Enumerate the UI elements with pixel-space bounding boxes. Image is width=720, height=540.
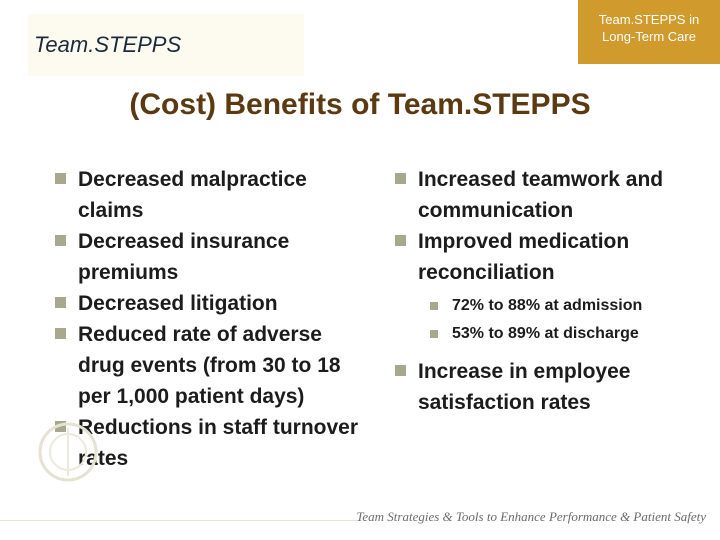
sub-bullet-text: 72% to 88% at admission (452, 297, 643, 314)
corner-badge-text: Team.STEPPS in Long-Term Care (578, 11, 720, 45)
logo-panel (28, 14, 304, 76)
bullet-item: Improved medication reconciliation 72% t… (392, 226, 692, 348)
right-bullet-list: Increased teamwork and communication Imp… (392, 164, 692, 418)
bullet-item: Reduced rate of adverse drug events (fro… (52, 319, 362, 412)
bullet-text: Decreased litigation (78, 292, 278, 315)
square-bullet-icon (395, 235, 406, 246)
square-bullet-icon (55, 297, 66, 308)
bullet-item: Decreased insurance premiums (52, 226, 362, 288)
small-square-bullet-icon (430, 302, 438, 310)
square-bullet-icon (55, 173, 66, 184)
footer-tagline: Team Strategies & Tools to Enhance Perfo… (356, 509, 706, 524)
square-bullet-icon (395, 365, 406, 376)
logo-text: Team.STEPPS (34, 32, 182, 57)
corner-line-2: Long-Term Care (602, 29, 696, 44)
square-bullet-icon (55, 235, 66, 246)
bullet-text: Reductions in staff turnover rates (78, 416, 359, 470)
bullet-item: Reductions in staff turnover rates (52, 412, 362, 474)
sub-bullet-item: 53% to 89% at discharge (426, 320, 692, 348)
bullet-item: Increased teamwork and communication (392, 164, 692, 226)
bullet-item: Decreased litigation (52, 288, 362, 319)
bullet-text: Improved medication reconciliation (418, 230, 630, 284)
square-bullet-icon (395, 173, 406, 184)
bullet-item: Increase in employee satisfaction rates (392, 356, 692, 418)
left-bullet-list: Decreased malpractice claims Decreased i… (52, 164, 362, 474)
bullet-item: Decreased malpractice claims (52, 164, 362, 226)
bullet-text: Decreased insurance premiums (78, 230, 290, 284)
bullet-text: Reduced rate of adverse drug events (fro… (78, 323, 341, 408)
bullet-text: Increase in employee satisfaction rates (418, 360, 631, 414)
square-bullet-icon (55, 328, 66, 339)
sub-bullet-text: 53% to 89% at discharge (452, 325, 639, 342)
corner-badge (578, 0, 720, 64)
corner-line-1: Team.STEPPS in (598, 12, 700, 27)
sub-bullet-item: 72% to 88% at admission (426, 292, 692, 320)
small-square-bullet-icon (430, 330, 438, 338)
bullet-text: Increased teamwork and communication (418, 168, 664, 222)
watermark-emblem-icon (38, 422, 98, 482)
footer-divider (0, 520, 360, 521)
sub-bullet-list: 72% to 88% at admission 53% to 89% at di… (418, 292, 692, 348)
bullet-text: Decreased malpractice claims (78, 168, 307, 222)
slide-title: (Cost) Benefits of Team.STEPPS (129, 88, 591, 121)
